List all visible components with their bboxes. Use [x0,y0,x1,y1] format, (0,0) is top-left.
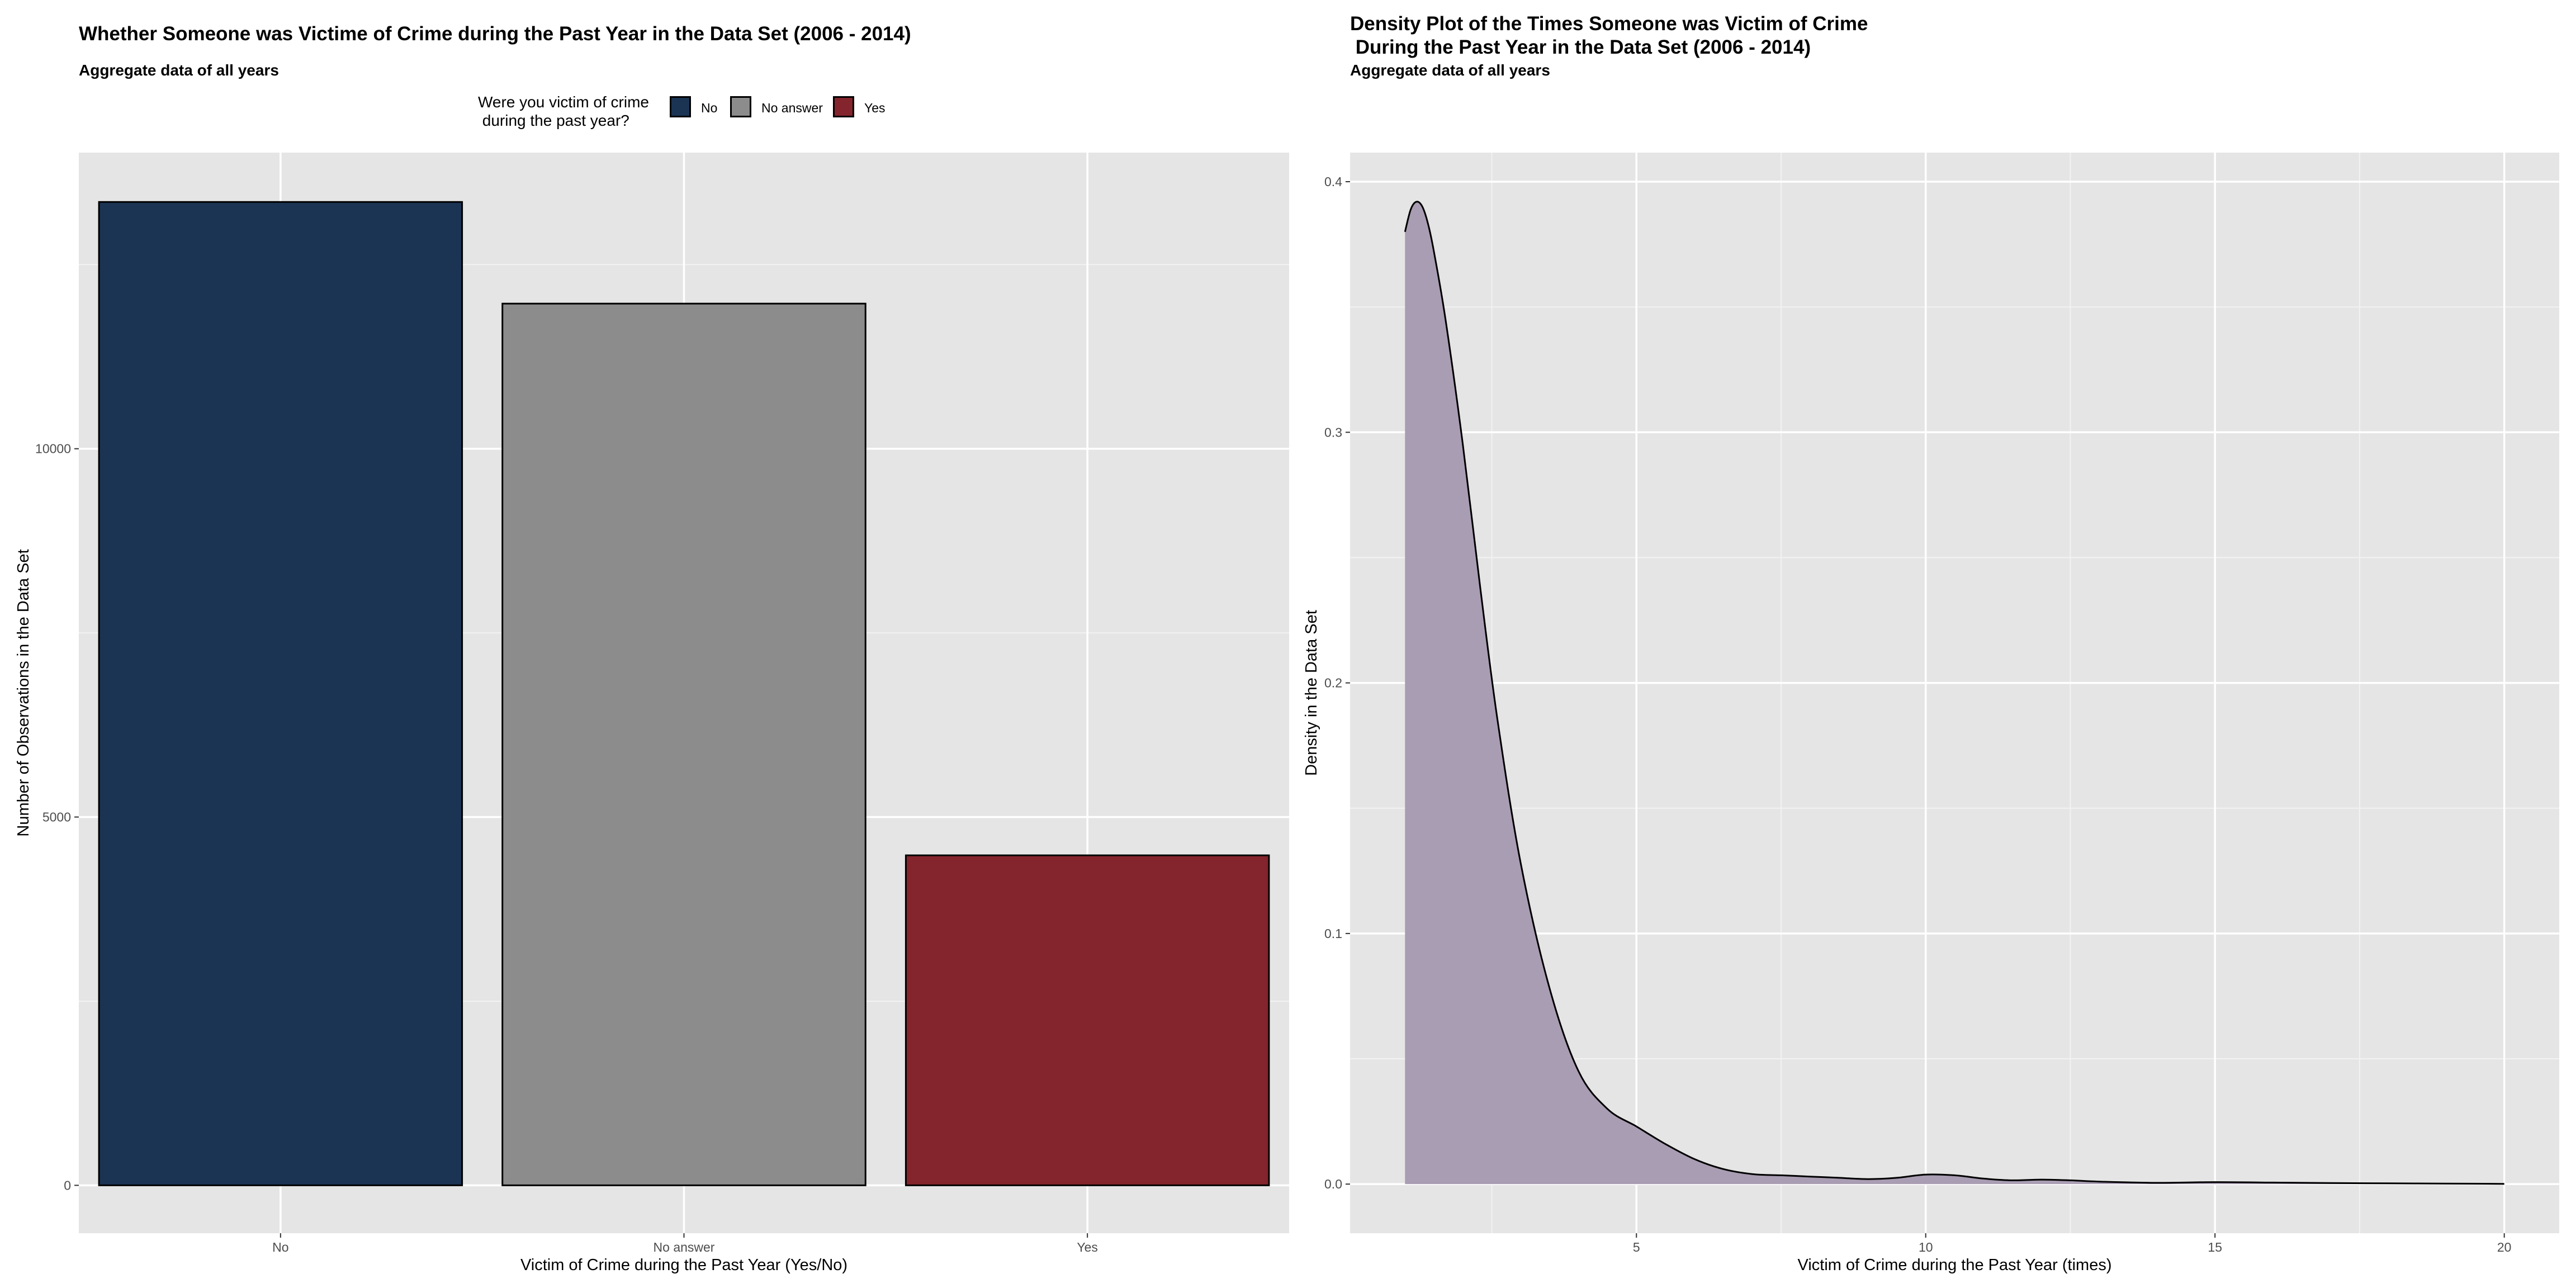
bar-x-tick-label: No answer [654,1240,715,1254]
bar-no-answer [501,302,866,1186]
bar-chart-title: Whether Someone was Victime of Crime dur… [79,23,911,45]
bar-no [98,201,463,1186]
density-chart-panel: 0.0 0.1 0.2 0.3 0.4 5 10 15 20 Victim of Crime du… [1303,153,2559,1274]
legend-key-no [670,96,691,117]
density-y-tick-label: 0.1 [1324,926,1342,941]
density-x-tick-label: 20 [2497,1240,2512,1254]
legend-key-yes [833,96,854,117]
bar-yes [905,854,1270,1186]
density-y-axis-label: Density in the Data Set [1303,610,1320,776]
density-chart-title: Density Plot of the Times Someone was Vi… [1350,13,1868,58]
density-curve [1404,201,2504,1185]
density-y-tick-label: 0.0 [1324,1177,1342,1191]
bar-chart-subtitle: Aggregate data of all years [79,61,279,79]
bar-x-tick-label: Yes [1077,1240,1098,1254]
bar-x-axis-label: Victim of Crime during the Past Year (Ye… [520,1256,847,1274]
legend-label-yes: Yes [864,101,886,115]
legend-key-no-answer [730,96,751,117]
density-chart-subtitle: Aggregate data of all years [1350,61,1550,79]
density-x-tick-label: 15 [2208,1240,2222,1254]
bar-chart-panel: 0 5000 10000 No No answer Yes Victim of Crime … [15,153,1289,1274]
density-x-tick-label: 5 [1633,1240,1640,1254]
bar-y-tick-label: 5000 [42,810,71,825]
legend-label-no-answer: No answer [761,101,823,115]
bar-y-tick-label: 10000 [35,442,71,456]
density-y-tick-label: 0.2 [1324,676,1342,690]
density-area [1405,201,2504,1185]
density-y-tick-label: 0.4 [1324,174,1342,189]
density-x-tick-label: 10 [1919,1240,1933,1254]
density-y-tick-label: 0.3 [1324,425,1342,439]
legend-label-no: No [701,101,718,115]
legend-title: Were you victim of crime during the past… [478,93,649,129]
bar-y-axis-label: Number of Observations in the Data Set [15,549,32,836]
bar-x-tick-label: No [272,1240,288,1254]
density-x-axis-label: Victim of Crime during the Past Year (ti… [1798,1256,2112,1274]
bar-y-tick-label: 0 [64,1178,71,1192]
